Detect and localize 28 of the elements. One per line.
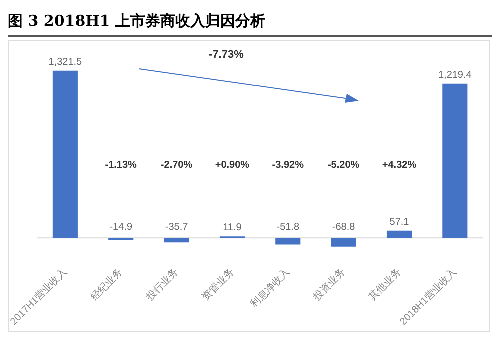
- bar: [276, 238, 301, 245]
- data-label: -68.8: [332, 222, 356, 234]
- x-tick-label: 资管业务: [200, 266, 237, 304]
- chart-title: 图 3 2018H1 上市券商收入归因分析: [8, 8, 492, 37]
- x-tick-label: 投资业务: [310, 266, 348, 304]
- bar: [164, 238, 190, 243]
- bar: [386, 230, 412, 238]
- bar: [52, 70, 78, 238]
- bar: [331, 238, 356, 247]
- data-label: -35.7: [165, 222, 189, 234]
- data-label: 57.1: [390, 216, 410, 228]
- data-label: 1,321.5: [48, 56, 83, 68]
- annotation: -2.70%: [160, 160, 193, 172]
- x-tick-label: 其他业务: [366, 266, 404, 304]
- data-label: -14.9: [110, 222, 133, 234]
- text: -7.73%: [209, 49, 244, 61]
- annotation: -3.92%: [272, 160, 304, 172]
- x-tick-label: 经纪业务: [88, 266, 126, 304]
- x-tick-label: 利息净收入: [248, 266, 292, 310]
- annotation: +0.90%: [215, 160, 250, 172]
- x-tick-label: 投行业务: [143, 266, 181, 304]
- data-label: 1,219.4: [438, 70, 472, 81]
- annotation: -1.13%: [105, 160, 138, 172]
- bar: [442, 84, 468, 238]
- annotation: -5.20%: [328, 160, 360, 172]
- data-label: 11.9: [223, 222, 242, 234]
- annotation: +4.32%: [382, 160, 417, 172]
- data-label: -51.8: [276, 222, 300, 234]
